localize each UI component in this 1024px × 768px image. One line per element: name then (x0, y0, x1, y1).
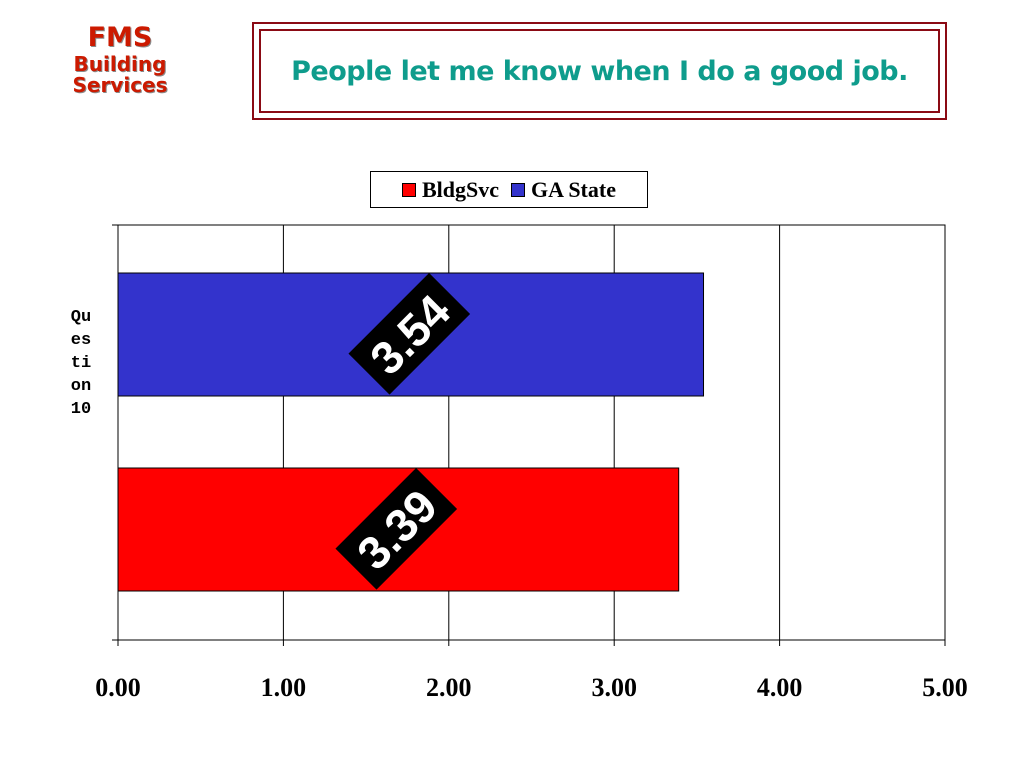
data-label-background (335, 467, 458, 590)
y-axis-label: Question 10 (70, 308, 102, 419)
page-title: People let me know when I do a good job. (291, 55, 908, 87)
x-tick-label: 3.00 (591, 673, 637, 702)
legend-swatch-bldgsvc (402, 182, 416, 197)
x-tick-label: 5.00 (922, 673, 968, 702)
chart-legend: BldgSvc GA State (370, 171, 648, 208)
logo-services-text: Services (72, 73, 168, 97)
data-label-background (348, 272, 471, 395)
logo-building-text: Building (73, 52, 167, 76)
legend-item-bldgsvc: BldgSvc (402, 177, 499, 203)
legend-item-gastate: GA State (511, 177, 616, 203)
legend-swatch-gastate (511, 182, 526, 197)
legend-label-bldgsvc: BldgSvc (422, 176, 500, 202)
x-tick-label: 1.00 (261, 673, 307, 702)
x-tick-label: 4.00 (757, 673, 803, 702)
data-label-group: 3.54 (348, 272, 471, 395)
legend-label-gastate: GA State (531, 176, 616, 202)
logo: FMS Building Services (60, 22, 180, 96)
x-tick-label: 0.00 (95, 673, 141, 702)
logo-fms-text: FMS (87, 22, 153, 53)
title-inner-frame: People let me know when I do a good job. (259, 29, 940, 113)
title-frame: People let me know when I do a good job. (252, 22, 947, 120)
x-tick-label: 2.00 (426, 673, 472, 702)
